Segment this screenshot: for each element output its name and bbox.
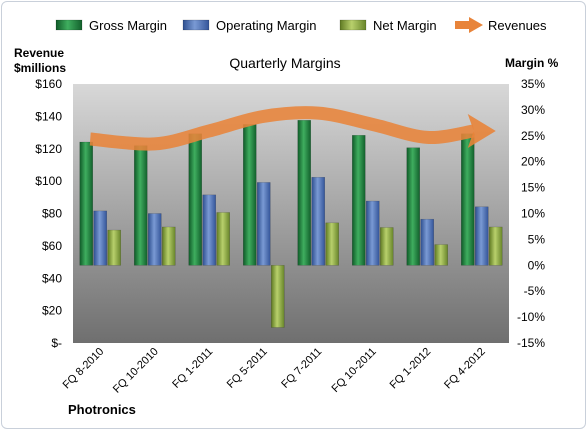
legend-label: Gross Margin <box>89 18 167 33</box>
legend-label: Revenues <box>488 18 547 33</box>
y-right-tick-label: 15% <box>521 181 545 195</box>
y-right-tick-label: -10% <box>517 310 545 324</box>
gross-margin-bar <box>297 120 311 266</box>
y-left-tick-label: $40 <box>42 271 62 285</box>
gross-margin-bar <box>352 135 366 266</box>
y-right-tick-label: -5% <box>524 284 546 298</box>
y-left-tick-label: $80 <box>42 207 62 221</box>
y-left-label-line2: $millions <box>14 61 66 75</box>
net-margin-bar <box>216 212 230 266</box>
legend: Gross Margin Operating Margin Net Margin Re… <box>55 17 547 33</box>
y-left-tick-label: $60 <box>42 239 62 253</box>
x-tick-label: FQ 10-2011 <box>329 346 378 395</box>
y-right-tick-label: 20% <box>521 155 545 169</box>
operating-margin-bar <box>257 182 271 266</box>
x-tick-label: FQ 5-2011 <box>225 346 270 391</box>
x-tick-label: FQ 4-2012 <box>442 346 488 392</box>
operating-margin-bar <box>420 218 434 266</box>
company-label: Photronics <box>68 402 136 417</box>
y-right-label: Margin % <box>505 56 559 70</box>
x-tick-label: FQ 1-2012 <box>388 346 434 392</box>
y-left-tick-label: $140 <box>35 109 62 123</box>
y-left-tick-label: $20 <box>42 304 62 318</box>
y-right-tick-label: -15% <box>517 336 545 350</box>
operating-margin-bar <box>93 210 107 266</box>
y-right-tick-label: 0% <box>528 258 546 272</box>
y-right-tick-label: 5% <box>528 232 546 246</box>
y-left-tick-label: $120 <box>35 142 62 156</box>
gross-margin-bar <box>406 147 420 266</box>
net-margin-bar <box>489 226 503 266</box>
y-right-tick-label: 35% <box>521 77 545 91</box>
legend-swatch <box>55 19 83 31</box>
x-tick-label: FQ 10-2010 <box>111 346 161 396</box>
revenues-line <box>89 106 475 151</box>
operating-margin-bar <box>311 176 325 266</box>
net-margin-bar <box>434 244 448 266</box>
legend-swatch-arrow <box>469 17 483 33</box>
operating-margin-bar <box>475 206 489 266</box>
x-tick-label: FQ 7-2011 <box>279 346 324 391</box>
y-left-tick-label: $- <box>51 336 62 350</box>
operating-margin-bar <box>366 200 380 266</box>
net-margin-bar <box>271 265 285 328</box>
net-margin-bar <box>107 229 121 266</box>
x-tick-label: FQ 1-2011 <box>170 346 215 391</box>
net-margin-bar <box>380 227 394 266</box>
net-margin-bar <box>162 226 176 266</box>
y-right-tick-label: 10% <box>521 207 545 221</box>
operating-margin-bar <box>148 213 162 266</box>
chart-title: Quarterly Margins <box>229 55 340 71</box>
legend-swatch <box>339 19 367 31</box>
revenues-arrowhead <box>467 113 496 148</box>
gross-margin-bar <box>134 145 148 266</box>
gross-margin-bar <box>188 133 202 266</box>
x-tick-label: FQ 8-2010 <box>61 346 107 392</box>
legend-label: Net Margin <box>373 18 437 33</box>
gross-margin-bar <box>79 141 93 266</box>
gross-margin-bar <box>243 124 257 266</box>
y-left-label-line1: Revenue <box>14 46 64 60</box>
legend-swatch <box>182 19 210 31</box>
operating-margin-bar <box>202 194 216 266</box>
gross-margin-bar <box>461 133 475 266</box>
y-right-tick-label: 30% <box>521 103 545 117</box>
y-left-tick-label: $160 <box>35 77 62 91</box>
y-right-tick-label: 25% <box>521 129 545 143</box>
net-margin-bar <box>325 222 339 266</box>
legend-label: Operating Margin <box>216 18 316 33</box>
y-left-tick-label: $100 <box>35 174 62 188</box>
